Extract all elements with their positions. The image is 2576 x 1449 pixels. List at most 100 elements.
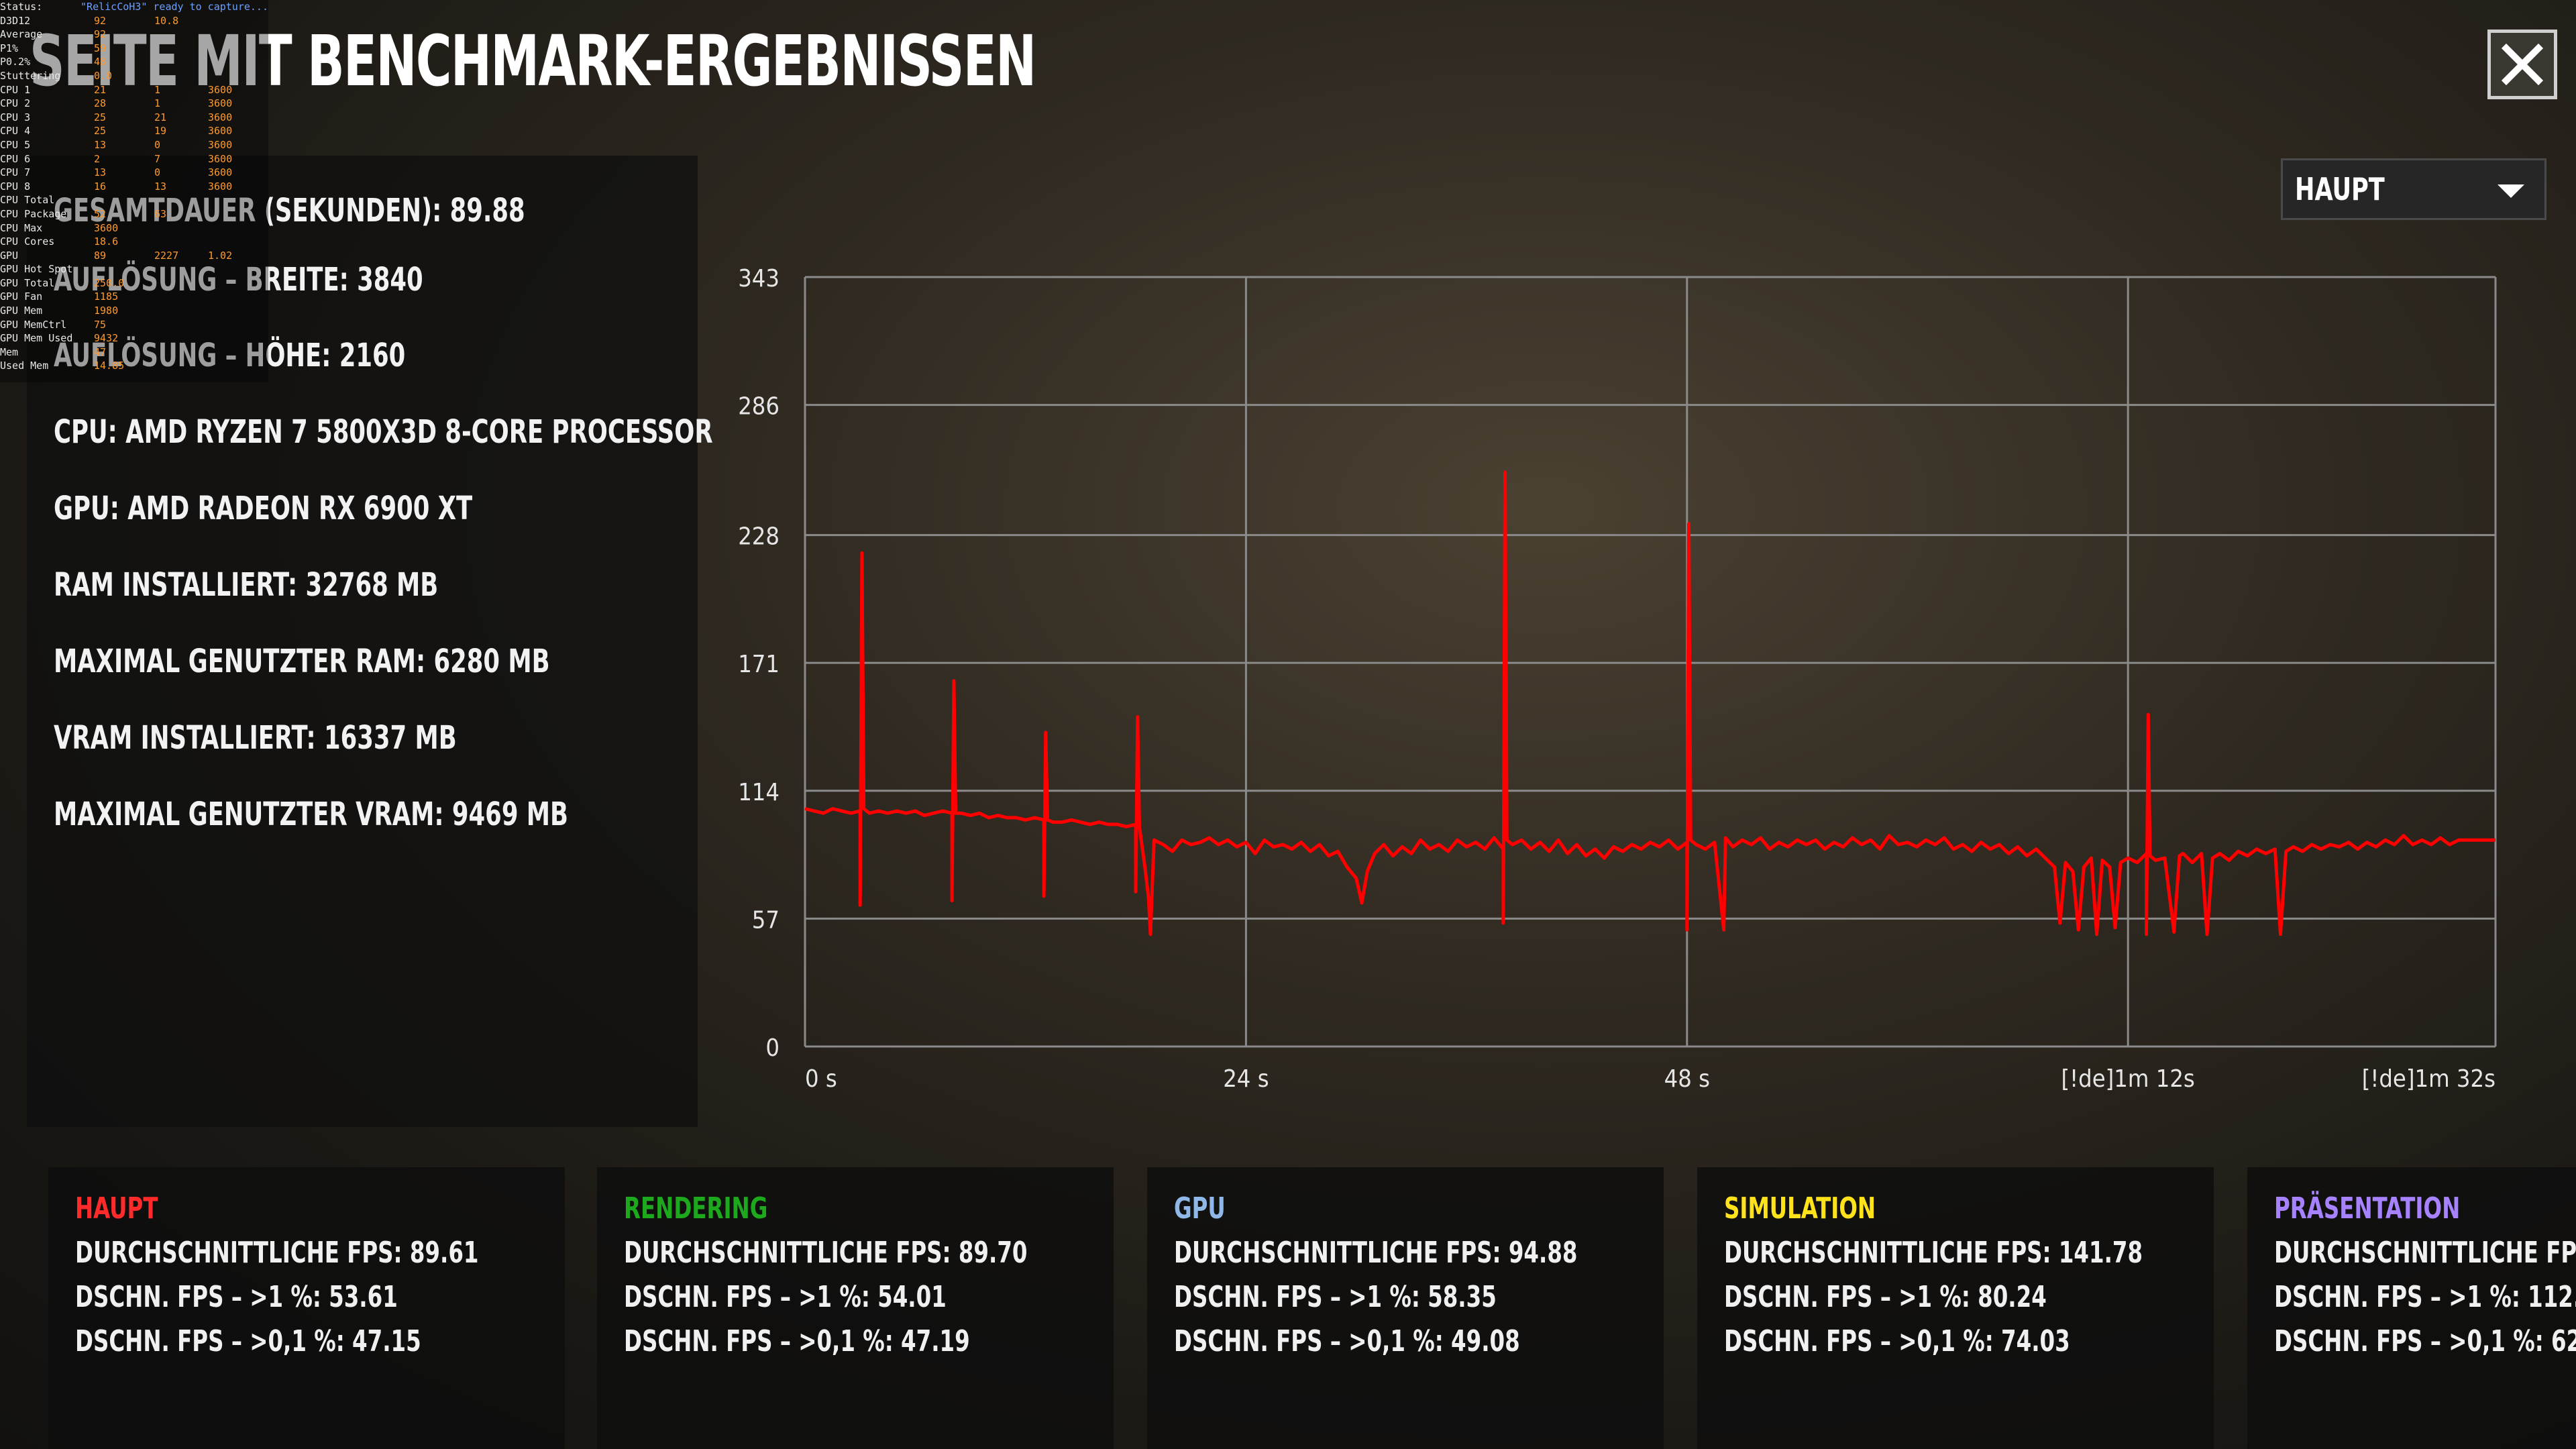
stats-01pct-fps: DSCHN. FPS – >0,1 %: 49.08 xyxy=(1174,1324,1520,1358)
stats-title: RENDERING xyxy=(624,1191,768,1226)
overlay-row: Average 92 xyxy=(0,28,268,42)
overlay-row-value: 59 xyxy=(94,42,107,54)
overlay-row-extra xyxy=(208,345,262,360)
chevron-down-icon xyxy=(2498,184,2524,198)
overlay-row: GPU Fan 1185 xyxy=(0,290,268,304)
overlay-row-value: 250.0 xyxy=(94,276,125,289)
overlay-row-extra xyxy=(208,290,262,304)
overlay-row-value2 xyxy=(154,28,208,42)
overlay-row-value2 xyxy=(154,235,208,249)
overlay-row-value xyxy=(94,262,154,276)
overlay-row-extra: 3600 xyxy=(208,111,233,123)
overlay-row-value2: 19 xyxy=(154,125,167,138)
stats-1pct-fps: DSCHN. FPS – >1 %: 53.61 xyxy=(75,1280,398,1314)
overlay-row: P0.2% 48 xyxy=(0,55,268,69)
stats-1pct-fps: DSCHN. FPS – >1 %: 80.24 xyxy=(1724,1280,2047,1314)
overlay-row: CPU 2 28 1 3600 xyxy=(0,97,268,111)
overlay-row-extra: 3600 xyxy=(208,125,233,138)
overlay-row-value: 92 xyxy=(94,14,107,27)
overlay-row-key: CPU 1 xyxy=(0,83,31,96)
overlay-row: CPU 6 2 7 3600 xyxy=(0,152,268,166)
overlay-row: CPU 1 21 1 3600 xyxy=(0,83,268,97)
overlay-row-extra xyxy=(208,55,262,69)
overlay-row-value2 xyxy=(154,359,208,373)
overlay-row: Stuttering 0.0 xyxy=(0,69,268,83)
overlay-row-extra xyxy=(208,42,262,56)
info-vram-max-used: MAXIMAL GENUTZTER VRAM: 9469 MB xyxy=(54,796,569,833)
overlay-row-key: GPU xyxy=(0,249,19,262)
series-line-haupt xyxy=(804,470,2496,936)
info-resolution-width: AUFLÖSUNG – BREITE: 3840 xyxy=(54,261,423,299)
stats-title: HAUPT xyxy=(75,1191,158,1226)
overlay-row-extra xyxy=(208,69,262,83)
overlay-row-value2: 1 xyxy=(154,83,161,96)
overlay-row-extra xyxy=(208,304,262,318)
overlay-row-value: 52 xyxy=(94,207,107,220)
stats-panel-haupt: HAUPT DURCHSCHNITTLICHE FPS: 89.61 DSCHN… xyxy=(48,1167,565,1449)
stats-01pct-fps: DSCHN. FPS – >0,1 %: 47.19 xyxy=(624,1324,970,1358)
info-cpu: CPU: AMD RYZEN 7 5800X3D 8-CORE PROCESSO… xyxy=(54,413,713,451)
overlay-row-key: CPU Package xyxy=(0,207,67,220)
overlay-row: GPU MemCtrl 75 xyxy=(0,318,268,332)
x-tick-label: [!de]1m 12s xyxy=(2061,1065,2195,1093)
overlay-row-key: CPU 6 xyxy=(0,152,31,165)
info-ram-installed: RAM INSTALLIERT: 32768 MB xyxy=(54,566,439,604)
overlay-row-value: 2 xyxy=(94,152,101,165)
stats-avg-fps: DURCHSCHNITTLICHE FPS: 89.70 xyxy=(624,1236,1028,1270)
overlay-row-value2: 0 xyxy=(154,138,161,151)
info-vram-installed: VRAM INSTALLIERT: 16337 MB xyxy=(54,719,457,757)
overlay-row-value: 13 xyxy=(94,138,107,151)
overlay-row: GPU Hot Spot xyxy=(0,262,268,276)
overlay-row-value2 xyxy=(154,318,208,332)
overlay-row-value2: 0 xyxy=(154,166,161,179)
overlay-row-value: 13 xyxy=(94,166,107,179)
x-tick-label: 48 s xyxy=(1664,1065,1710,1093)
overlay-row: CPU Total xyxy=(0,193,268,207)
close-button[interactable] xyxy=(2487,30,2557,99)
overlay-status-value: "RelicCoH3" ready to capture... xyxy=(80,1,268,13)
overlay-row: CPU Package 52 63 xyxy=(0,207,268,221)
overlay-status-label: Status: xyxy=(0,1,43,13)
x-tick-label: [!de]1m 32s xyxy=(2362,1065,2496,1093)
overlay-row-value xyxy=(94,193,154,207)
overlay-row: CPU 4 25 19 3600 xyxy=(0,124,268,138)
overlay-row-value2 xyxy=(154,276,208,290)
overlay-row-key: GPU Mem xyxy=(0,305,43,317)
stats-title: GPU xyxy=(1174,1191,1226,1226)
info-resolution-height: AUFLÖSUNG – HÖHE: 2160 xyxy=(54,337,406,374)
x-tick-label: 24 s xyxy=(1223,1065,1269,1093)
overlay-row-extra: 3600 xyxy=(208,97,233,110)
overlay-row-value: 47 xyxy=(94,345,107,358)
overlay-row-value2 xyxy=(154,262,208,276)
overlay-row-key: CPU 4 xyxy=(0,125,31,138)
info-total-duration: GESAMTDAUER (SEKUNDEN): 89.88 xyxy=(54,192,525,229)
overlay-row-value2 xyxy=(154,221,208,235)
overlay-row-key: CPU 5 xyxy=(0,138,31,151)
stats-1pct-fps: DSCHN. FPS – >1 %: 54.01 xyxy=(624,1280,947,1314)
overlay-row-key: CPU Max xyxy=(0,221,43,234)
overlay-row-extra: 3600 xyxy=(208,166,233,179)
stats-avg-fps: DURCHSCHNITTLICHE FPS: 94.88 xyxy=(1174,1236,1578,1270)
overlay-row-key: GPU Mem Used xyxy=(0,332,73,345)
y-tick-label: 343 xyxy=(738,265,780,292)
overlay-row-value: 0.0 xyxy=(94,69,113,82)
overlay-row: Used Mem 14.85 xyxy=(0,359,268,373)
overlay-row-value: 48 xyxy=(94,56,107,68)
overlay-row-value: 75 xyxy=(94,318,107,331)
overlay-status-row: Status: "RelicCoH3" ready to capture... xyxy=(0,0,268,14)
y-tick-label: 228 xyxy=(738,523,780,551)
overlay-row-key: GPU Fan xyxy=(0,290,43,303)
stats-title: SIMULATION xyxy=(1724,1191,1876,1226)
overlay-row: CPU 5 13 0 3600 xyxy=(0,138,268,152)
overlay-row-value: 1980 xyxy=(94,305,119,317)
close-icon xyxy=(2501,43,2544,86)
overlay-row-extra xyxy=(208,14,262,28)
overlay-row-key: GPU Hot Spot xyxy=(0,263,73,276)
overlay-row-value: 1185 xyxy=(94,290,119,303)
overlay-row-value2 xyxy=(154,55,208,69)
overlay-row-value2 xyxy=(154,331,208,345)
overlay-row: CPU 8 16 13 3600 xyxy=(0,180,268,194)
thread-select-dropdown[interactable]: HAUPT xyxy=(2281,158,2546,220)
overlay-row-value2: 10.8 xyxy=(154,14,179,27)
overlay-row-key: GPU MemCtrl xyxy=(0,318,67,331)
